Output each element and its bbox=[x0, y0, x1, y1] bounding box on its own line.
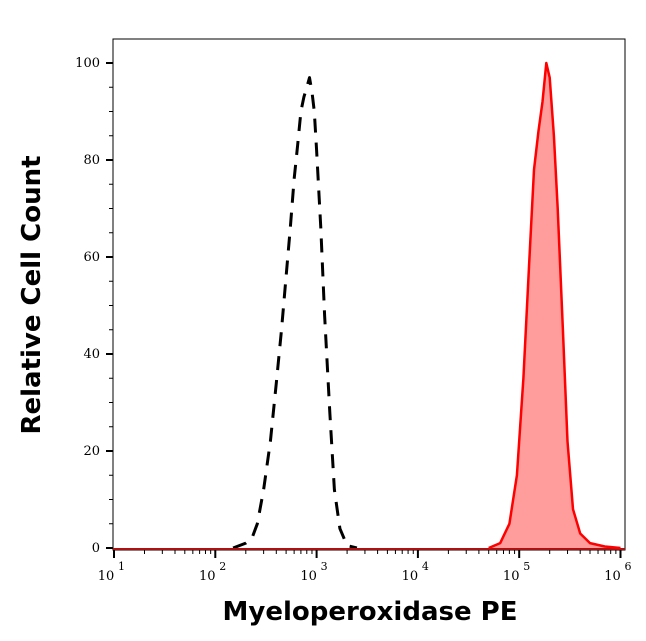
x-tick-label: 104 bbox=[402, 560, 429, 584]
control-histogram-line bbox=[232, 76, 358, 550]
stained-histogram-line bbox=[488, 61, 621, 550]
y-tick-label: 20 bbox=[83, 444, 100, 459]
svg-text:10: 10 bbox=[503, 569, 520, 584]
y-axis-title: Relative Cell Count bbox=[17, 155, 47, 434]
x-tick-label: 101 bbox=[98, 560, 125, 584]
y-tick-label: 40 bbox=[83, 347, 100, 362]
y-tick-label: 0 bbox=[92, 541, 100, 556]
svg-text:10: 10 bbox=[199, 569, 216, 584]
x-axis-title: Myeloperoxidase PE bbox=[223, 597, 518, 627]
svg-text:4: 4 bbox=[422, 560, 429, 573]
svg-text:5: 5 bbox=[523, 560, 530, 573]
y-tick-label: 60 bbox=[83, 250, 100, 265]
y-tick-label: 80 bbox=[83, 153, 100, 168]
svg-text:10: 10 bbox=[604, 569, 621, 584]
y-axis: 0 20 40 60 80 100 bbox=[75, 56, 113, 556]
x-tick-label: 10 3 bbox=[300, 560, 327, 584]
svg-text:10: 10 bbox=[98, 569, 115, 584]
x-tick-label: 105 bbox=[503, 560, 530, 584]
svg-text:10: 10 bbox=[402, 569, 419, 584]
series-fill bbox=[488, 63, 621, 548]
x-tick-label: 10 6 bbox=[604, 560, 631, 584]
svg-text:3: 3 bbox=[321, 560, 328, 573]
svg-text:6: 6 bbox=[625, 560, 632, 573]
svg-text:2: 2 bbox=[219, 560, 226, 573]
x-tick-label: 102 bbox=[199, 560, 226, 584]
svg-text:1: 1 bbox=[118, 560, 125, 573]
series-layer bbox=[113, 61, 625, 550]
svg-text:10: 10 bbox=[300, 569, 317, 584]
y-tick-label: 100 bbox=[75, 56, 100, 71]
